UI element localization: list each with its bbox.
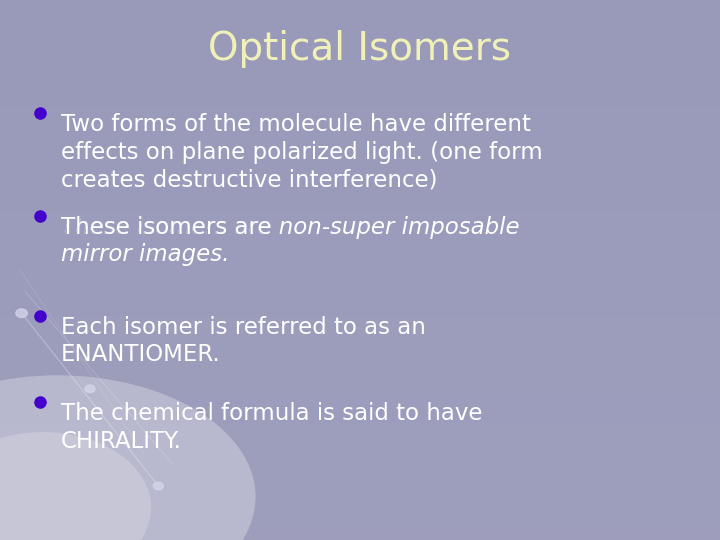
Text: Optical Isomers: Optical Isomers (209, 30, 511, 68)
Text: Each isomer is referred to as an
ENANTIOMER.: Each isomer is referred to as an ENANTIO… (61, 316, 426, 367)
Circle shape (16, 309, 27, 318)
Text: Two forms of the molecule have different
effects on plane polarized light. (one : Two forms of the molecule have different… (61, 113, 543, 191)
Ellipse shape (0, 375, 256, 540)
Text: The chemical formula is said to have
CHIRALITY.: The chemical formula is said to have CHI… (61, 402, 482, 453)
Circle shape (85, 385, 95, 393)
Ellipse shape (0, 432, 151, 540)
Text: These isomers are: These isomers are (61, 216, 279, 239)
Text: These isomers are: These isomers are (61, 216, 279, 239)
Text: These isomers are non-super imposable
mirror images.: These isomers are non-super imposable mi… (61, 216, 520, 267)
Circle shape (153, 482, 163, 490)
